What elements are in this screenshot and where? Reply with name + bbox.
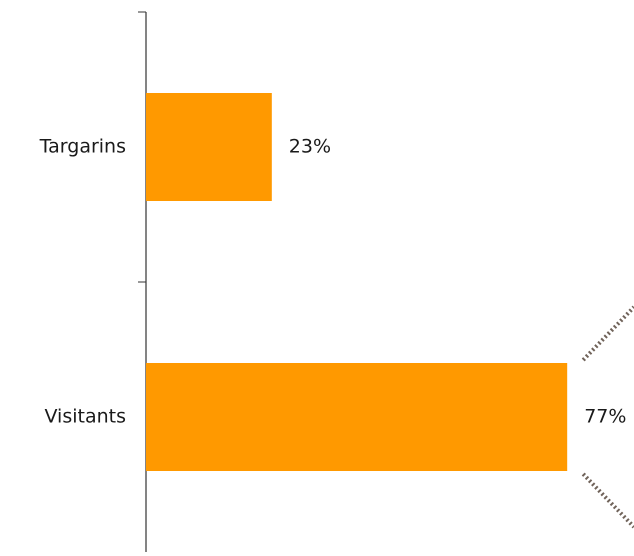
data-label: 23% xyxy=(289,136,331,158)
data-label: 77% xyxy=(584,406,626,428)
category-label: Targarins xyxy=(39,136,126,158)
bar-targarins xyxy=(146,93,272,201)
connector-line-upper xyxy=(581,305,634,362)
category-label: Visitants xyxy=(44,406,126,428)
connector-line-lower xyxy=(581,472,634,529)
bar-visitants xyxy=(146,363,568,471)
